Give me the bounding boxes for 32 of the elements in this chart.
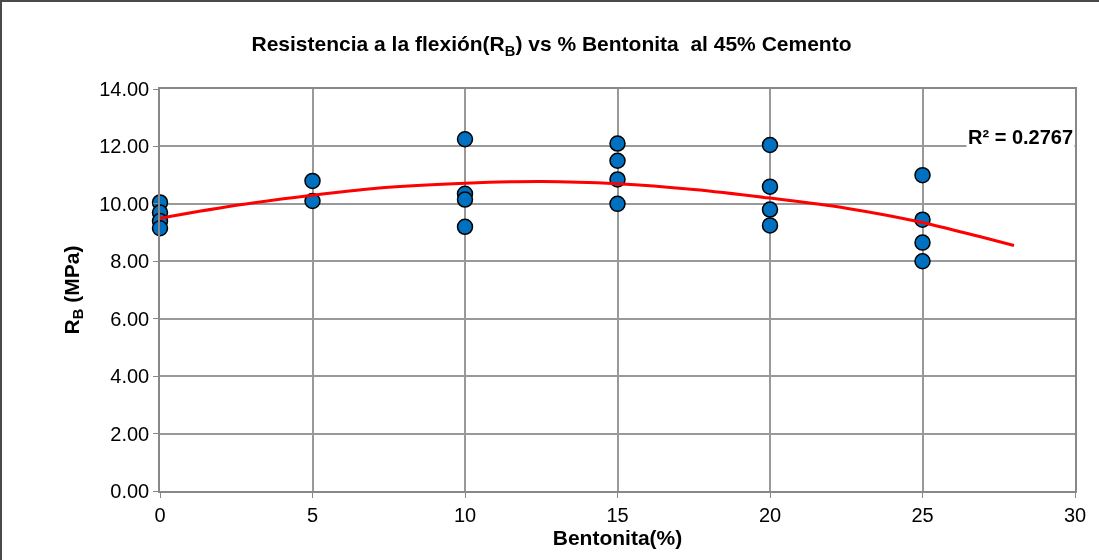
x-tick-label: 15 [606,503,629,526]
y-tick-label: 14.00 [99,78,150,100]
y-tick-label: 10.00 [99,192,150,215]
x-tick-label: 0 [154,503,166,526]
y-tick-label: 0.00 [110,480,150,502]
annotation: R² = 0.2767 [968,126,1074,148]
y-tick-label: 2.00 [110,422,150,445]
point [456,191,474,208]
y-tick-label: 12.00 [99,135,150,158]
y-tick-label: 8.00 [110,250,150,273]
point [914,166,931,184]
point [609,135,626,152]
x-tick-label: 20 [758,503,782,526]
x-tick-label: 10 [453,503,477,526]
point [456,131,474,148]
point [761,201,779,218]
point [914,253,931,270]
chart-title: Resistencia a la flexión(R$_{B}$) vs % Bentonita al 45% Cemento [251,32,852,59]
y-tick-label: 6.00 [110,307,150,330]
point [761,136,779,154]
point [609,195,626,213]
point [304,172,321,190]
x-tick-label: 25 [911,503,934,526]
x-tick-label: 5 [306,503,319,526]
point [914,234,931,251]
point [761,178,779,195]
y-tick-label: 4.00 [110,365,150,388]
point [609,152,626,170]
x-tick-label: 30 [1063,503,1087,526]
point [456,218,474,236]
point [761,217,779,234]
x-axis-title: Bentonita(%) [552,525,683,549]
